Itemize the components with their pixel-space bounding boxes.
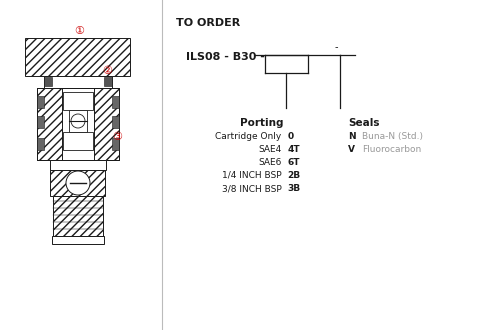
Text: 2B: 2B (287, 171, 301, 180)
Bar (63, 132, 93, 150)
Circle shape (66, 171, 90, 195)
Text: SAE6: SAE6 (258, 158, 282, 167)
Text: 6T: 6T (287, 158, 300, 167)
Text: 4T: 4T (287, 145, 300, 154)
Text: SAE4: SAE4 (258, 145, 282, 154)
Text: 3B: 3B (287, 184, 301, 193)
Bar (37, 116, 44, 128)
Text: Buna-N (Std.): Buna-N (Std.) (362, 132, 423, 141)
Bar (50, 160, 106, 170)
Text: ①: ① (74, 26, 84, 36)
Bar (37, 88, 62, 160)
Text: V: V (348, 145, 355, 154)
Circle shape (71, 114, 85, 128)
Text: -: - (335, 42, 338, 52)
Text: N: N (348, 132, 356, 141)
Bar (37, 96, 44, 108)
Bar (112, 138, 119, 150)
Bar (94, 88, 119, 160)
Text: Porting: Porting (240, 118, 283, 128)
Text: 1/4 INCH BSP: 1/4 INCH BSP (222, 171, 282, 180)
Bar (53, 196, 103, 236)
Bar (52, 236, 104, 244)
Bar (44, 77, 52, 86)
Bar (69, 110, 87, 132)
Bar (37, 88, 119, 160)
Bar (25, 38, 130, 76)
Bar (51, 170, 106, 196)
Text: Fluorocarbon: Fluorocarbon (362, 145, 421, 154)
Text: TO ORDER: TO ORDER (175, 18, 240, 28)
Bar (63, 92, 93, 110)
Bar (104, 77, 112, 86)
Text: ILS08 - B30 -: ILS08 - B30 - (185, 52, 264, 62)
Text: ②: ② (103, 66, 112, 76)
Text: Seals: Seals (348, 118, 380, 128)
Text: 3/8 INCH BSP: 3/8 INCH BSP (222, 184, 282, 193)
Bar (112, 116, 119, 128)
Bar (37, 138, 44, 150)
Bar (44, 76, 112, 88)
Bar (112, 96, 119, 108)
Text: 0: 0 (287, 132, 293, 141)
Text: ③: ③ (112, 132, 122, 142)
Text: Cartridge Only: Cartridge Only (215, 132, 282, 141)
